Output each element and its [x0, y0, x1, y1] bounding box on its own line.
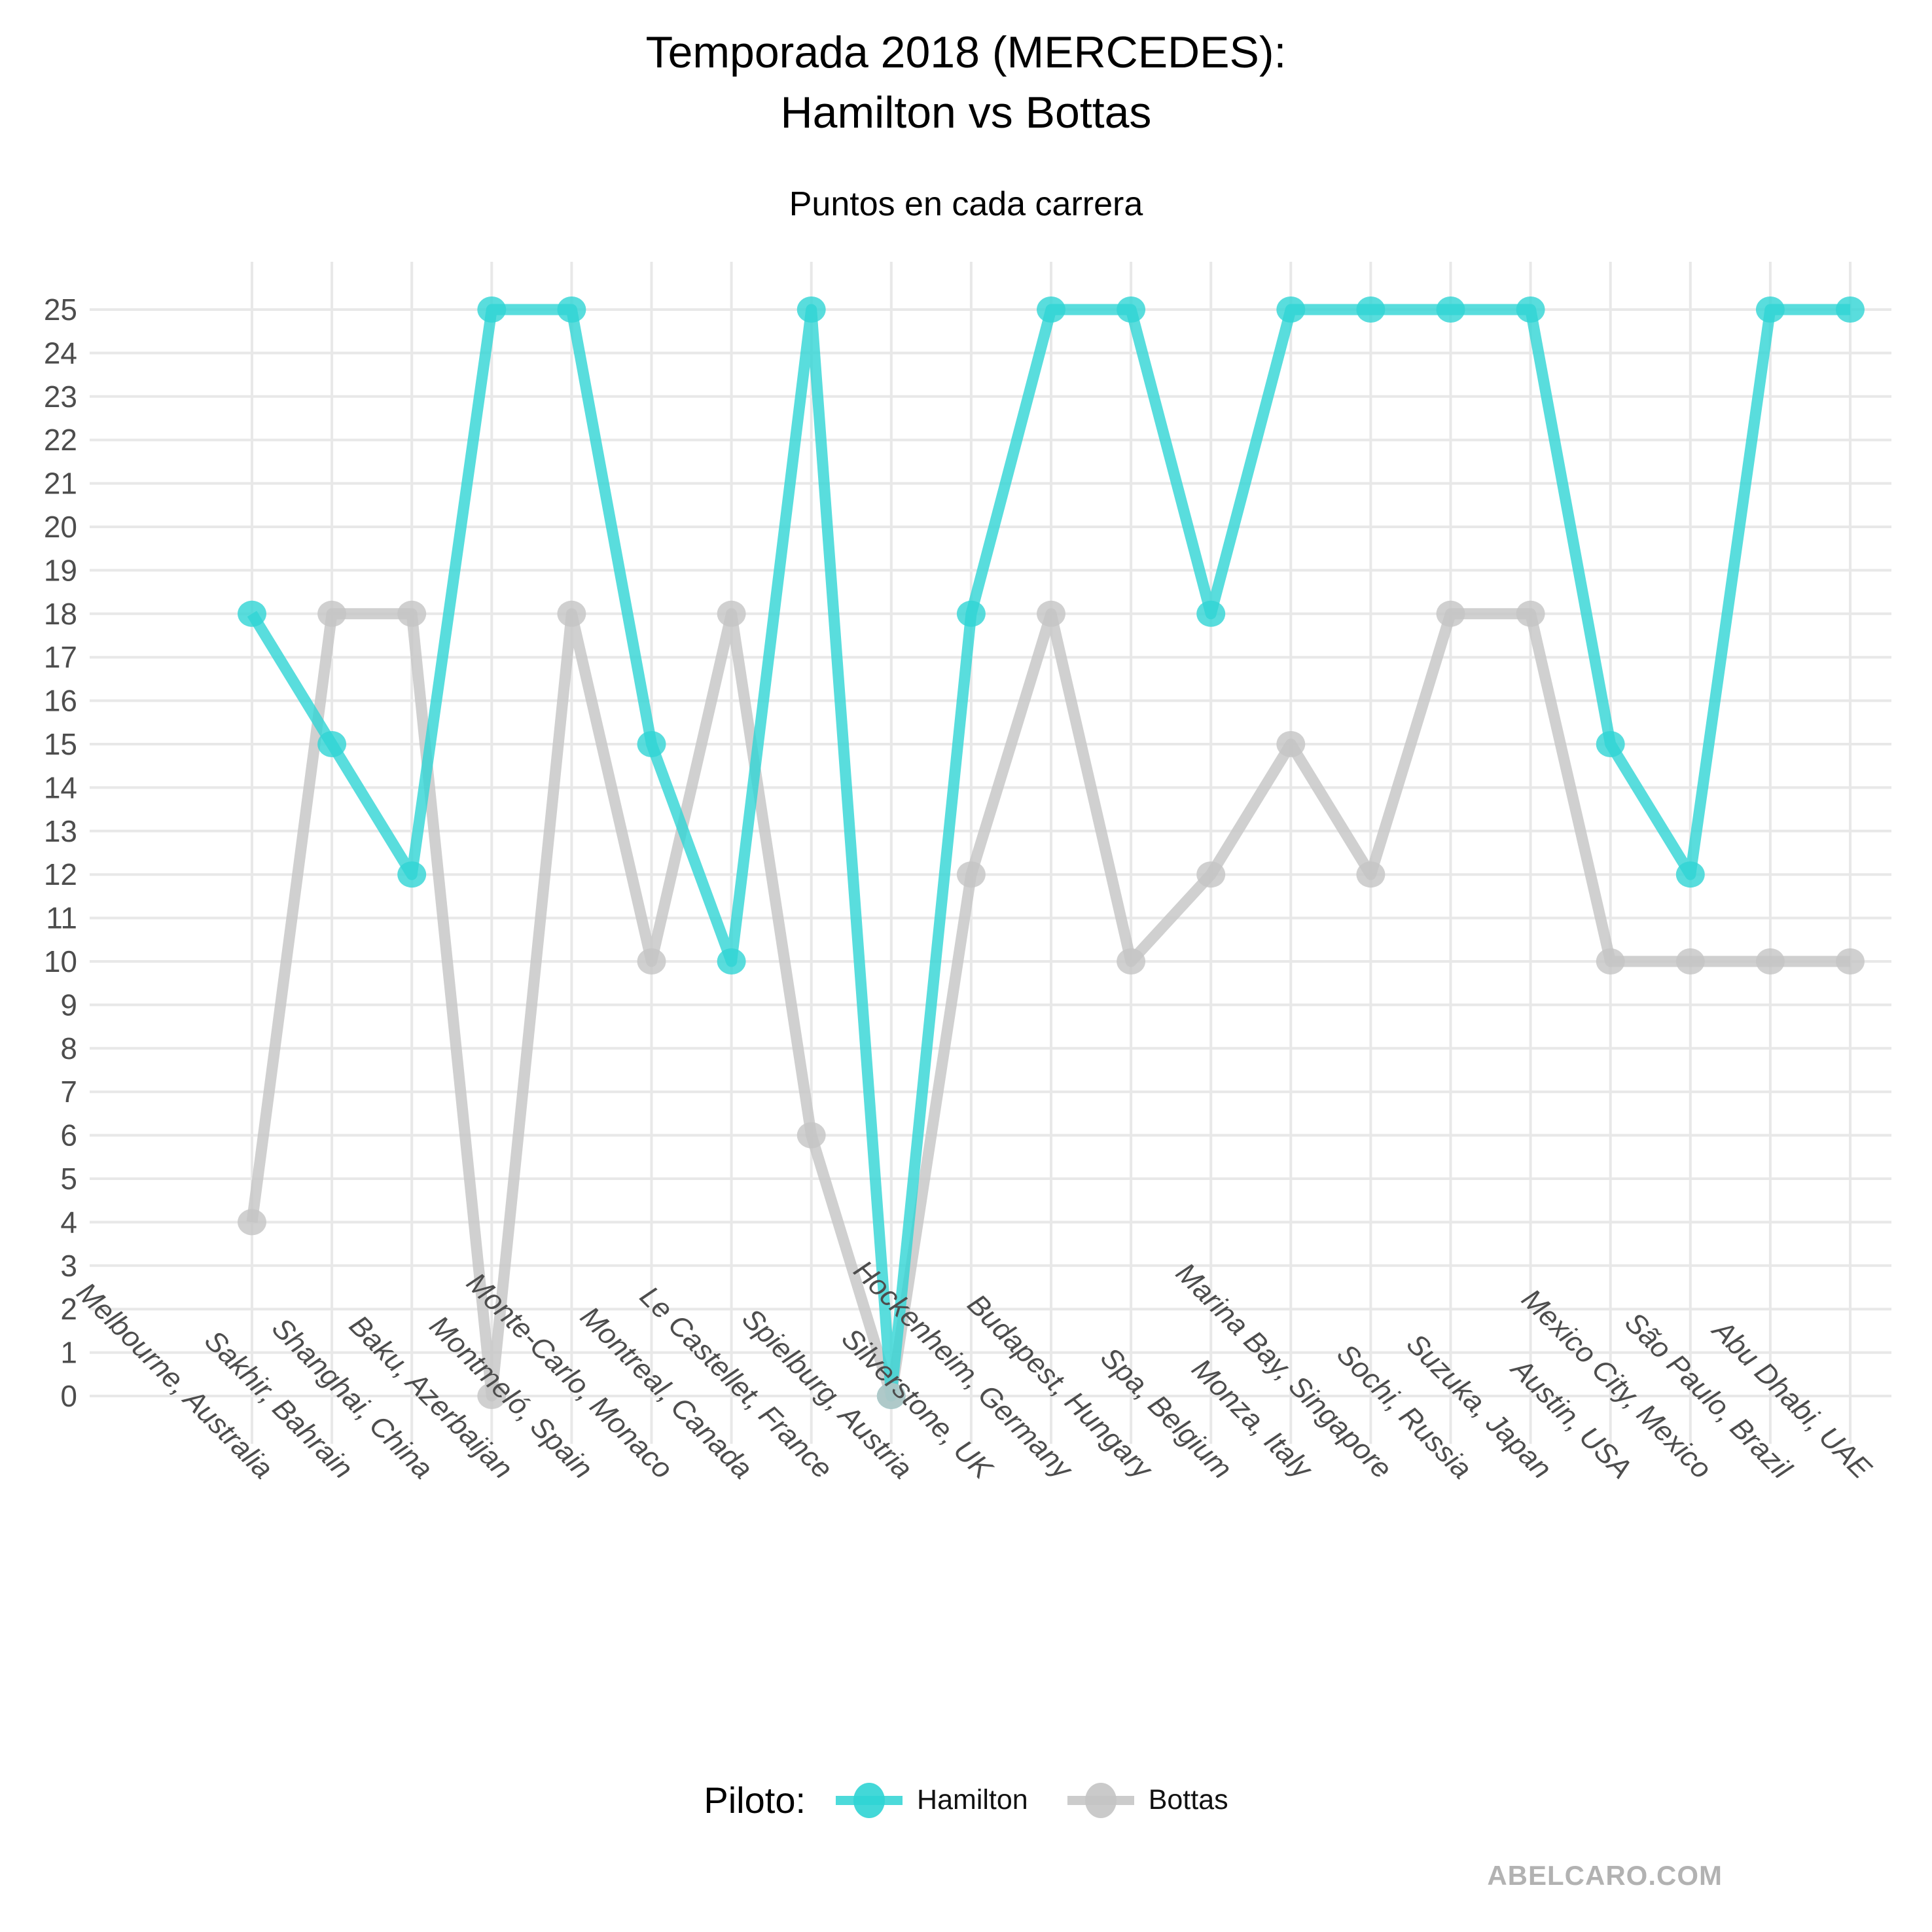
- y-axis-labels: 0123456789101112131415161718192021222324…: [44, 293, 77, 1413]
- legend-label: Bottas: [1148, 1784, 1228, 1816]
- y-tick-label: 10: [44, 944, 77, 978]
- legend-key-hamilton: [836, 1782, 903, 1818]
- y-tick-label: 20: [44, 510, 77, 544]
- bottas-point-8: [876, 1383, 906, 1409]
- hamilton-point-5: [637, 731, 666, 757]
- y-gridlines: [90, 308, 1891, 1397]
- hamilton-point-4: [557, 296, 586, 323]
- bottas-point-12: [1196, 861, 1226, 888]
- bottas-point-7: [796, 1122, 826, 1149]
- legend-item-bottas: Bottas: [1065, 1780, 1228, 1821]
- bottas-point-3: [477, 1383, 507, 1409]
- hamilton-points: [238, 296, 1865, 1409]
- bottas-point-5: [637, 948, 666, 975]
- y-tick-label: 17: [44, 640, 77, 674]
- bottas-point-10: [1037, 600, 1065, 627]
- legend-key-dot: [853, 1782, 885, 1818]
- y-tick-label: 8: [60, 1031, 77, 1065]
- hamilton-point-3: [477, 296, 507, 323]
- chart-title: Temporada 2018 (MERCEDES): Hamilton vs B…: [0, 22, 1932, 143]
- hamilton-point-0: [238, 600, 266, 627]
- y-tick-label: 23: [44, 380, 77, 414]
- y-tick-label: 14: [44, 770, 77, 804]
- bottas-point-4: [557, 600, 586, 627]
- y-tick-label: 22: [44, 423, 77, 457]
- y-tick-label: 13: [44, 814, 77, 848]
- y-tick-label: 6: [60, 1118, 77, 1153]
- y-tick-label: 3: [60, 1249, 77, 1283]
- chart-title-line2: Hamilton vs Bottas: [780, 88, 1152, 137]
- hamilton-point-11: [1117, 296, 1146, 323]
- y-tick-label: 0: [60, 1379, 77, 1413]
- hamilton-point-20: [1836, 296, 1865, 323]
- bottas-point-18: [1675, 948, 1705, 975]
- x-gridlines: [251, 262, 1851, 1444]
- hamilton-point-17: [1596, 731, 1625, 757]
- legend-item-hamilton: Hamilton: [833, 1780, 1028, 1821]
- hamilton-point-2: [397, 861, 427, 888]
- y-tick-label: 1: [60, 1336, 77, 1370]
- y-tick-label: 4: [60, 1205, 77, 1239]
- hamilton-point-6: [717, 948, 746, 975]
- hamilton-point-12: [1196, 600, 1226, 627]
- y-tick-label: 9: [60, 988, 77, 1022]
- bottas-point-2: [397, 600, 427, 627]
- y-tick-label: 15: [44, 727, 77, 761]
- y-tick-label: 12: [44, 857, 77, 891]
- bottas-point-16: [1516, 600, 1545, 627]
- hamilton-point-19: [1755, 296, 1785, 323]
- chart-subtitle: Puntos en cada carrera: [789, 185, 1143, 223]
- bottas-points: [238, 600, 1865, 1409]
- hamilton-point-10: [1037, 296, 1065, 323]
- hamilton-point-16: [1516, 296, 1545, 323]
- hamilton-point-18: [1675, 861, 1705, 888]
- bottas-point-1: [317, 600, 347, 627]
- legend-key-bottas: [1067, 1782, 1134, 1818]
- bottas-point-0: [238, 1209, 266, 1236]
- y-tick-label: 18: [44, 597, 77, 631]
- y-tick-label: 25: [44, 293, 77, 327]
- hamilton-point-13: [1276, 296, 1306, 323]
- bottas-point-9: [956, 861, 986, 888]
- hamilton-point-1: [317, 731, 347, 757]
- legend-label: Hamilton: [917, 1784, 1028, 1816]
- y-tick-label: 7: [60, 1075, 77, 1109]
- hamilton-point-9: [956, 600, 986, 627]
- bottas-point-17: [1596, 948, 1625, 975]
- legend-items: Hamilton Bottas: [833, 1780, 1228, 1821]
- legend-title: Piloto:: [704, 1780, 806, 1821]
- legend-key-dot: [1084, 1782, 1117, 1818]
- y-tick-label: 19: [44, 553, 77, 587]
- x-tick-label: Sakhir, Bahrain: [198, 1324, 359, 1485]
- hamilton-point-15: [1436, 296, 1465, 323]
- y-tick-label: 2: [60, 1292, 77, 1326]
- hamilton-point-7: [796, 296, 826, 323]
- bottas-point-11: [1117, 948, 1146, 975]
- y-tick-label: 24: [44, 336, 77, 370]
- y-tick-label: 5: [60, 1162, 77, 1196]
- y-tick-label: 16: [44, 684, 77, 718]
- legend: Piloto: Hamilton Bottas: [0, 1779, 1932, 1821]
- bottas-point-19: [1755, 948, 1785, 975]
- y-tick-label: 21: [44, 467, 77, 501]
- bottas-point-6: [717, 600, 746, 627]
- bottas-point-15: [1436, 600, 1465, 627]
- y-tick-label: 11: [46, 901, 77, 935]
- bottas-point-13: [1276, 731, 1306, 757]
- hamilton-point-14: [1356, 296, 1386, 323]
- watermark: ABELCARO.COM: [1487, 1860, 1723, 1891]
- chart-title-line1: Temporada 2018 (MERCEDES):: [645, 27, 1287, 77]
- bottas-point-20: [1836, 948, 1865, 975]
- bottas-point-14: [1356, 861, 1386, 888]
